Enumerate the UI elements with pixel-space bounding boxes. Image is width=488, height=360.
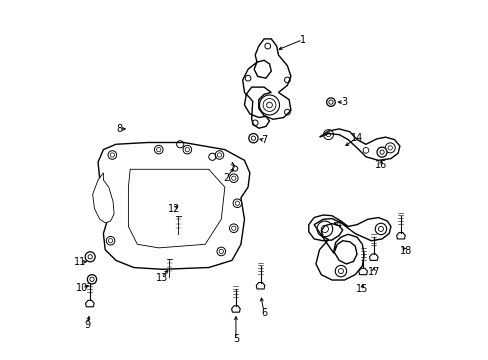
Polygon shape xyxy=(308,215,390,280)
Polygon shape xyxy=(85,300,94,307)
Circle shape xyxy=(108,151,116,159)
Circle shape xyxy=(229,224,238,233)
Circle shape xyxy=(229,174,238,183)
Circle shape xyxy=(248,134,258,143)
Text: 10: 10 xyxy=(76,283,88,293)
Text: 5: 5 xyxy=(232,334,239,344)
Polygon shape xyxy=(396,233,405,239)
Text: 6: 6 xyxy=(261,308,266,318)
Text: 15: 15 xyxy=(355,284,368,294)
Polygon shape xyxy=(242,39,290,128)
Polygon shape xyxy=(231,306,240,312)
Circle shape xyxy=(85,252,95,262)
Circle shape xyxy=(326,98,335,107)
Text: 12: 12 xyxy=(167,204,180,214)
Text: 17: 17 xyxy=(367,267,379,277)
Circle shape xyxy=(215,151,224,159)
Text: 7: 7 xyxy=(261,135,267,145)
Circle shape xyxy=(233,199,241,207)
Text: 9: 9 xyxy=(84,320,90,330)
Polygon shape xyxy=(358,268,366,275)
Circle shape xyxy=(217,247,225,256)
Circle shape xyxy=(87,275,97,284)
Text: 2: 2 xyxy=(223,173,229,183)
Text: 18: 18 xyxy=(399,247,411,256)
Circle shape xyxy=(232,166,237,171)
Circle shape xyxy=(106,237,115,245)
Text: 4: 4 xyxy=(335,220,341,230)
Circle shape xyxy=(376,147,386,157)
Text: 16: 16 xyxy=(374,159,386,170)
Text: 8: 8 xyxy=(116,124,122,134)
Circle shape xyxy=(183,145,191,154)
Polygon shape xyxy=(319,129,399,160)
Polygon shape xyxy=(256,283,264,289)
Text: 3: 3 xyxy=(341,97,346,107)
Text: 11: 11 xyxy=(74,257,86,267)
Circle shape xyxy=(154,145,163,154)
Polygon shape xyxy=(369,254,377,260)
Text: 14: 14 xyxy=(350,133,362,143)
Polygon shape xyxy=(98,143,249,269)
Polygon shape xyxy=(93,173,114,223)
Text: 1: 1 xyxy=(299,35,305,45)
Text: 13: 13 xyxy=(155,273,167,283)
